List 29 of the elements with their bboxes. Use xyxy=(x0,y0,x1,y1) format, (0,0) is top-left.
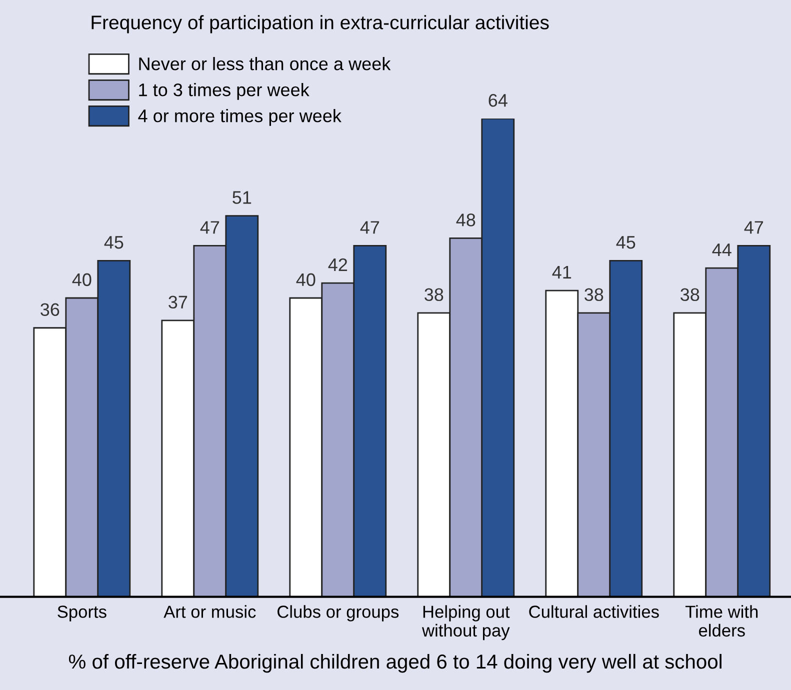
legend-label: Never or less than once a week xyxy=(139,57,391,70)
chart-title: Frequency of participation in extra-curricular activities xyxy=(92,15,549,34)
data-label: 47 xyxy=(360,221,380,234)
legend-label: 4 or more times per week xyxy=(138,109,342,126)
data-label: 38 xyxy=(424,288,444,302)
data-label: 41 xyxy=(552,266,572,278)
data-label: 47 xyxy=(200,221,220,234)
x-axis-title: % of off-reserve Aboriginal children aged 6 to 14 doing very well at school xyxy=(68,654,722,673)
data-label: 36 xyxy=(40,303,60,316)
data-label: 37 xyxy=(168,296,188,309)
data-label: 44 xyxy=(712,244,732,256)
x-tick-label: Time with elders xyxy=(685,605,758,637)
x-tick-label: Cultural activities xyxy=(529,605,659,618)
data-label: 40 xyxy=(72,273,92,286)
x-tick-label: Sports xyxy=(58,606,106,622)
data-label: 42 xyxy=(328,258,348,271)
data-label: 38 xyxy=(584,288,604,302)
data-label: 64 xyxy=(488,94,508,107)
legend-label: 1 to 3 times per week xyxy=(139,83,310,100)
data-label: 38 xyxy=(680,288,700,302)
x-tick-label: Helping out without pay xyxy=(422,605,510,640)
data-label: 45 xyxy=(616,236,636,249)
data-label: 45 xyxy=(104,236,124,249)
data-label: 51 xyxy=(232,191,252,204)
x-tick-label: Art or music xyxy=(164,605,256,618)
data-label: 48 xyxy=(456,214,476,226)
x-tick-label: Clubs or groups xyxy=(278,605,399,622)
data-label: 47 xyxy=(744,221,764,234)
data-label: 40 xyxy=(296,273,316,286)
